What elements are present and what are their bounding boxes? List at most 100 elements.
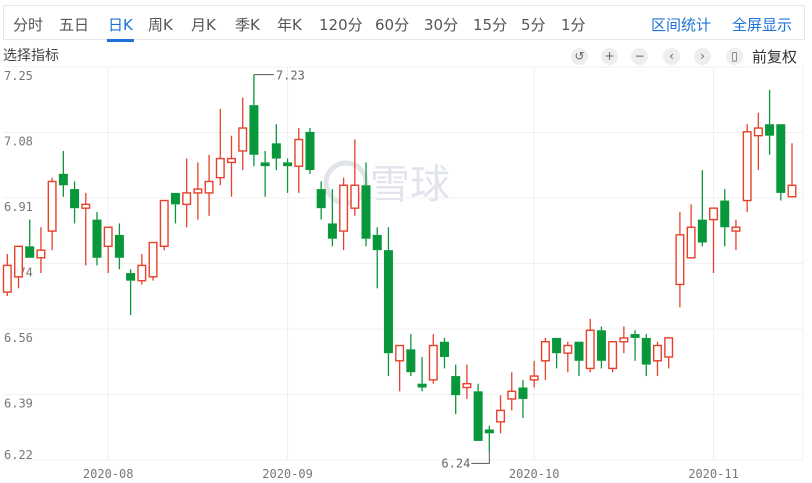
candle-body <box>417 383 427 388</box>
candle <box>709 207 719 274</box>
candle-body <box>361 185 371 239</box>
candle-body <box>58 173 68 186</box>
tab-7[interactable]: 120分 <box>319 16 363 34</box>
candle-body <box>641 337 651 365</box>
candle <box>484 425 494 453</box>
candle <box>316 181 326 220</box>
candle-body <box>260 162 270 167</box>
candle <box>675 211 685 308</box>
tab-4[interactable]: 月K <box>191 16 216 34</box>
candle-body <box>686 226 696 259</box>
candle-body <box>619 337 629 343</box>
tab-8[interactable]: 60分 <box>375 16 410 34</box>
candle <box>36 227 46 274</box>
candle-body <box>529 375 539 381</box>
candle-body <box>372 234 382 251</box>
candle-body <box>305 131 315 171</box>
candle <box>451 364 461 415</box>
tab-5[interactable]: 季K <box>235 16 260 34</box>
y-tick-label: 7.25 <box>4 69 33 83</box>
candle <box>652 341 662 377</box>
candle-body <box>742 131 752 202</box>
tab-10[interactable]: 15分 <box>473 16 508 34</box>
candle-body <box>92 219 102 258</box>
zoom-out-icon[interactable]: − <box>631 48 648 65</box>
candle-body <box>731 226 741 232</box>
candle-body <box>585 329 595 370</box>
candle-body <box>720 200 730 228</box>
candle <box>260 150 270 197</box>
candle <box>350 139 360 216</box>
candle-body <box>540 341 550 362</box>
price-adjust-select[interactable]: 前复权 <box>752 48 798 66</box>
candle-body <box>608 341 618 370</box>
candle <box>25 219 35 258</box>
tab-2[interactable]: 日K <box>107 16 134 42</box>
zoom-in-icon[interactable]: + <box>601 48 618 65</box>
tab-1[interactable]: 五日 <box>59 16 90 34</box>
candle <box>170 192 180 224</box>
candle <box>406 334 416 377</box>
candle <box>585 318 595 373</box>
candle <box>473 383 483 441</box>
undo-icon[interactable]: ↺ <box>571 48 588 65</box>
candle-body <box>473 391 483 441</box>
candle-body <box>36 249 46 259</box>
tab-3[interactable]: 周K <box>148 16 173 34</box>
candle <box>720 189 730 247</box>
candle-body <box>496 409 506 423</box>
candle-style-icon[interactable]: ▯ <box>726 48 743 65</box>
candle-body <box>563 344 573 354</box>
candle <box>182 158 192 228</box>
x-tick-label: 2020-10 <box>509 467 560 481</box>
candle-body <box>215 157 225 179</box>
tab-12[interactable]: 1分 <box>561 16 586 34</box>
candle <box>114 223 124 270</box>
candle-body <box>226 157 236 164</box>
candle <box>776 124 786 201</box>
tab-6[interactable]: 年K <box>277 16 302 34</box>
x-tick-label: 2020-09 <box>262 467 313 481</box>
tab-9[interactable]: 30分 <box>424 16 459 34</box>
candle <box>238 97 248 171</box>
candle-body <box>327 223 337 239</box>
candle-body <box>170 192 180 205</box>
candle <box>563 341 573 373</box>
candle-body <box>383 250 393 354</box>
candle <box>305 128 315 174</box>
candle-body <box>462 382 472 389</box>
candle <box>462 364 472 399</box>
candle-body <box>709 207 719 221</box>
candle-body <box>574 341 584 361</box>
candle-body <box>518 387 528 399</box>
annotation-label: 6.24 <box>441 456 470 470</box>
pan-right-icon[interactable]: › <box>694 48 711 65</box>
candle-body <box>159 199 169 248</box>
indicator-select[interactable]: 选择指标 <box>3 48 59 64</box>
candle <box>271 124 281 171</box>
candle <box>226 135 236 197</box>
tab-11[interactable]: 5分 <box>521 16 546 34</box>
candle-body <box>193 188 203 194</box>
candle <box>518 379 528 419</box>
candle-body <box>249 105 259 155</box>
candle-body <box>137 264 147 282</box>
candle <box>159 199 169 251</box>
candle <box>204 154 214 216</box>
candle <box>339 177 349 251</box>
candle <box>2 253 12 296</box>
tab-0[interactable]: 分时 <box>13 16 44 34</box>
candle <box>372 227 382 289</box>
candle <box>383 227 393 377</box>
range-stats-link[interactable]: 区间统计 <box>651 16 712 34</box>
candle <box>439 337 449 369</box>
fullscreen-link[interactable]: 全屏显示 <box>732 16 793 34</box>
candle <box>596 326 606 369</box>
candle-body <box>776 124 786 193</box>
candle <box>92 211 102 266</box>
pan-left-icon[interactable]: ‹ <box>663 48 680 65</box>
candle <box>742 124 752 212</box>
candle <box>630 330 640 361</box>
candle <box>283 158 293 193</box>
